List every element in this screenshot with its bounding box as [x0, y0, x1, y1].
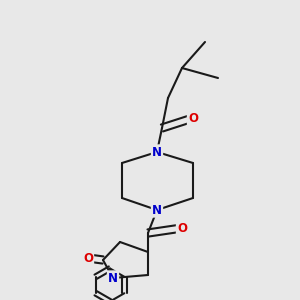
Text: O: O — [188, 112, 198, 124]
Text: O: O — [177, 221, 187, 235]
Text: N: N — [108, 272, 118, 284]
Text: N: N — [152, 146, 162, 158]
Text: O: O — [83, 251, 93, 265]
Text: N: N — [152, 203, 162, 217]
